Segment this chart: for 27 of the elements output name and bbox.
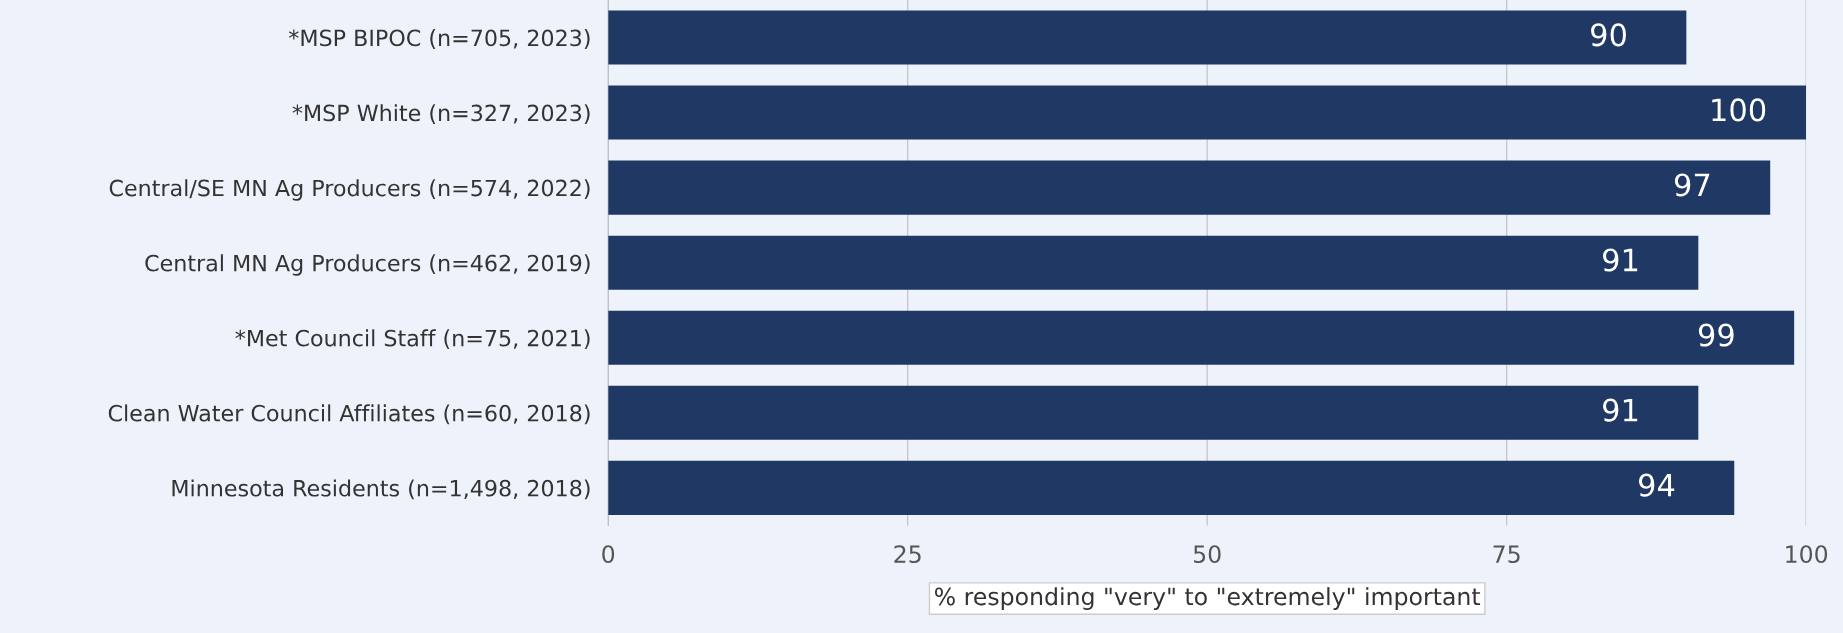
bar xyxy=(608,160,1771,215)
x-tick-label: 100 xyxy=(1786,545,1828,564)
data-label: 91 xyxy=(1603,248,1638,272)
y-tick-label: *MSP BIPOC (n=705, 2023) xyxy=(288,29,590,49)
x-tick-label: 75 xyxy=(1493,545,1520,564)
x-axis-title: % responding "very" to "extremely" important xyxy=(934,587,1481,610)
bar xyxy=(608,235,1699,290)
bar xyxy=(608,85,1807,140)
bar xyxy=(608,385,1699,440)
data-label: 94 xyxy=(1638,473,1675,497)
x-tick-label: 50 xyxy=(1193,545,1221,564)
y-tick-label: *Met Council Staff (n=75, 2021) xyxy=(235,329,590,350)
data-label: 100 xyxy=(1712,98,1766,122)
data-label: 91 xyxy=(1603,398,1638,422)
data-label: 99 xyxy=(1698,323,1734,347)
x-tick-label: 25 xyxy=(894,545,921,564)
y-tick-label: Clean Water Council Affiliates (n=60, 2018) xyxy=(108,404,590,425)
y-tick-label: Central MN Ag Producers (n=462, 2019) xyxy=(145,254,590,276)
bar xyxy=(608,10,1687,65)
y-tick-label: *MSP White (n=327, 2023) xyxy=(292,104,590,124)
y-tick-label: Central/SE MN Ag Producers (n=574, 2022) xyxy=(109,179,590,201)
y-tick-label: Minnesota Residents (n=1,498, 2018) xyxy=(172,479,590,500)
x-tick-label: 0 xyxy=(602,545,615,564)
data-label: 97 xyxy=(1674,173,1710,197)
bar xyxy=(608,310,1795,365)
data-label: 90 xyxy=(1591,23,1626,47)
bar xyxy=(608,460,1735,515)
